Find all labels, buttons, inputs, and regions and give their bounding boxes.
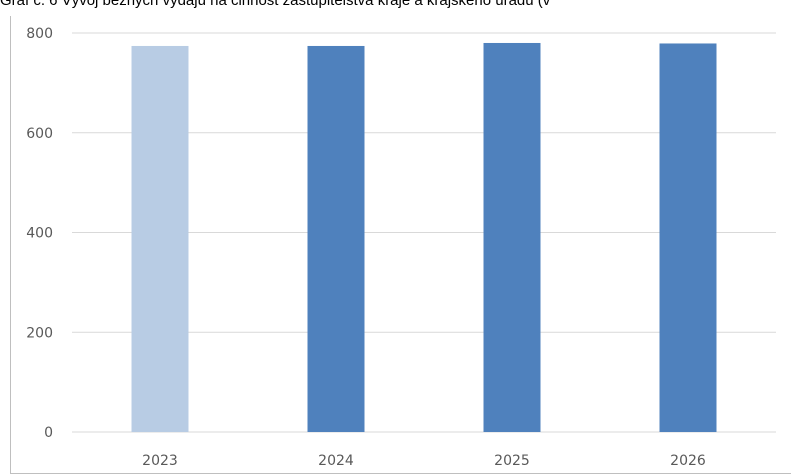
y-axis: 0 200 400 600 800 [26,26,53,441]
x-axis: 2023 2024 2025 2026 [142,453,706,469]
chart-frame [10,16,791,474]
bar-2024 [307,45,365,432]
x-tick-label: 2025 [494,453,530,469]
bar-2025 [483,42,541,432]
x-tick-label: 2026 [670,453,706,469]
x-tick-label: 2024 [318,453,354,469]
y-tick-label: 800 [26,26,53,42]
y-tick-label: 600 [26,126,53,142]
bar-2023 [131,45,189,432]
bar-2026 [659,43,717,432]
bars [131,42,717,432]
x-tick-label: 2023 [142,453,178,469]
y-tick-label: 0 [44,425,53,441]
y-tick-label: 400 [26,226,53,242]
y-tick-label: 200 [26,325,53,341]
gridlines [72,32,776,433]
chart-title: Graf č. 6 Vývoj běžných výdajů na činnos… [0,0,551,9]
